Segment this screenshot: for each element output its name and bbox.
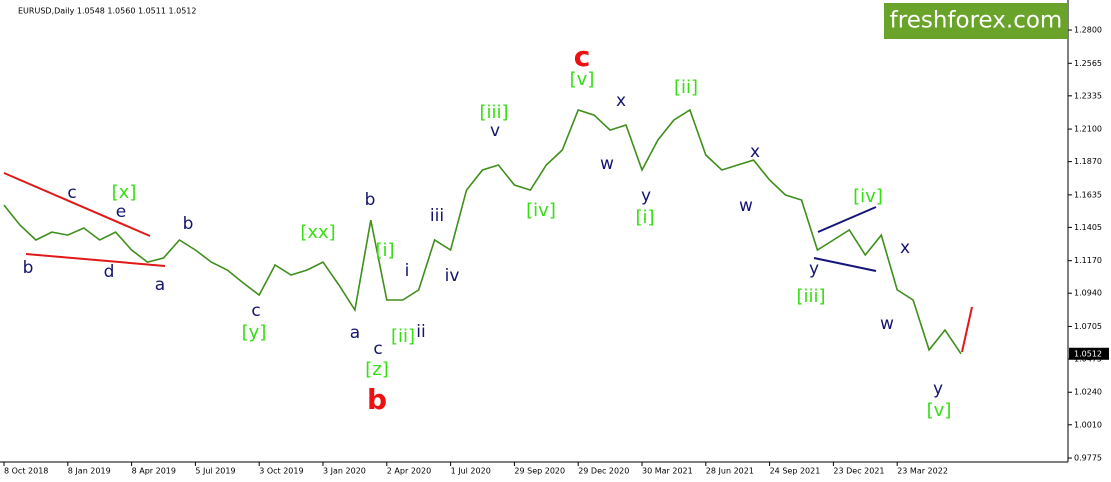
- x-tick-label: 23 Dec 2021: [833, 467, 884, 476]
- x-tick-label: 1 Jul 2020: [451, 467, 491, 476]
- wave-label: iii: [430, 206, 444, 226]
- y-tick-label: 1.1170: [1074, 256, 1102, 265]
- wave-label: y: [809, 259, 819, 279]
- wave-label: [i]: [635, 207, 654, 228]
- trend-line: [813, 257, 877, 272]
- wave-label: b: [365, 190, 376, 210]
- x-tick-label: 3 Oct 2019: [259, 467, 303, 476]
- wave-label: a: [350, 323, 360, 343]
- wave-label: d: [104, 262, 115, 282]
- wave-label: y: [933, 379, 943, 399]
- x-tick-label: 8 Oct 2018: [4, 467, 48, 476]
- y-tick-label: 1.0240: [1074, 388, 1102, 397]
- trend-line: [817, 206, 877, 233]
- y-tick-label: 1.0940: [1074, 289, 1102, 298]
- projection-line: [961, 306, 973, 353]
- x-tick-label: 29 Dec 2020: [578, 467, 629, 476]
- wave-label: w: [739, 196, 753, 216]
- y-tick-label: 0.9775: [1074, 454, 1102, 463]
- wave-label: c: [67, 183, 76, 203]
- wave-label: [iii]: [479, 102, 508, 123]
- y-tick-label: 1.2800: [1074, 26, 1102, 35]
- x-tick-label: 23 Mar 2022: [897, 467, 948, 476]
- y-tick-label: 1.1635: [1074, 190, 1102, 199]
- wave-label: c: [373, 339, 382, 359]
- wave-label: x: [750, 142, 760, 162]
- wave-label: [ii]: [674, 77, 698, 98]
- y-tick-label: 1.1870: [1074, 157, 1102, 166]
- x-tick-label: 5 Jul 2019: [195, 467, 235, 476]
- x-tick-label: 8 Apr 2019: [132, 467, 176, 476]
- trend-line: [25, 253, 166, 267]
- wave-label: b: [183, 214, 194, 234]
- wave-label: [ii]: [391, 326, 415, 347]
- y-tick-label: 1.2335: [1074, 91, 1102, 100]
- y-tick-label: 1.0705: [1074, 322, 1102, 331]
- wave-label: ii: [416, 322, 425, 342]
- wave-label: [y]: [242, 322, 267, 343]
- trend-line: [3, 172, 151, 237]
- x-tick-label: 28 Jun 2021: [706, 467, 754, 476]
- current-price-box: [1069, 347, 1109, 360]
- current-price-label: 1.0512: [1074, 349, 1102, 358]
- x-tick-label: 2 Apr 2020: [387, 467, 431, 476]
- wave-label: [iv]: [853, 186, 883, 207]
- wave-label: c: [574, 40, 591, 73]
- wave-label: iv: [445, 266, 460, 286]
- x-tick-label: 8 Jan 2019: [68, 467, 111, 476]
- wave-label: e: [116, 202, 126, 222]
- wave-label: w: [880, 314, 894, 334]
- wave-label: v: [490, 121, 500, 141]
- x-tick-label: 29 Sep 2020: [514, 467, 565, 476]
- logo: freshforex.com: [890, 8, 1063, 34]
- x-tick-label: 3 Jan 2020: [323, 467, 366, 476]
- wave-label: c: [251, 301, 260, 321]
- wave-label: i: [405, 261, 410, 281]
- wave-label: a: [155, 275, 165, 295]
- wave-label: [xx]: [300, 222, 335, 243]
- x-tick-label: 30 Mar 2021: [642, 467, 693, 476]
- wave-label: [x]: [112, 182, 137, 203]
- wave-label: x: [616, 91, 626, 111]
- x-tick-label: 24 Sep 2021: [770, 467, 821, 476]
- wave-label: [z]: [365, 359, 389, 380]
- wave-label: b: [367, 383, 387, 416]
- wave-label: [iii]: [796, 286, 825, 307]
- wave-label: x: [900, 238, 910, 258]
- wave-label: [v]: [927, 400, 952, 421]
- y-tick-label: 1.2100: [1074, 125, 1102, 134]
- wave-label: b: [23, 258, 34, 278]
- wave-label: [i]: [375, 240, 394, 261]
- wave-label: [iv]: [526, 200, 556, 221]
- chart-title: EURUSD,Daily 1.0548 1.0560 1.0511 1.0512: [18, 7, 197, 16]
- wave-label: w: [600, 154, 614, 174]
- y-tick-label: 1.0010: [1074, 420, 1102, 429]
- y-tick-label: 1.1405: [1074, 223, 1102, 232]
- wave-label: [v]: [570, 69, 595, 90]
- y-tick-label: 1.2565: [1074, 59, 1102, 68]
- wave-label: y: [641, 186, 651, 206]
- logo-box: [884, 3, 1068, 39]
- price-line: [3, 108, 962, 355]
